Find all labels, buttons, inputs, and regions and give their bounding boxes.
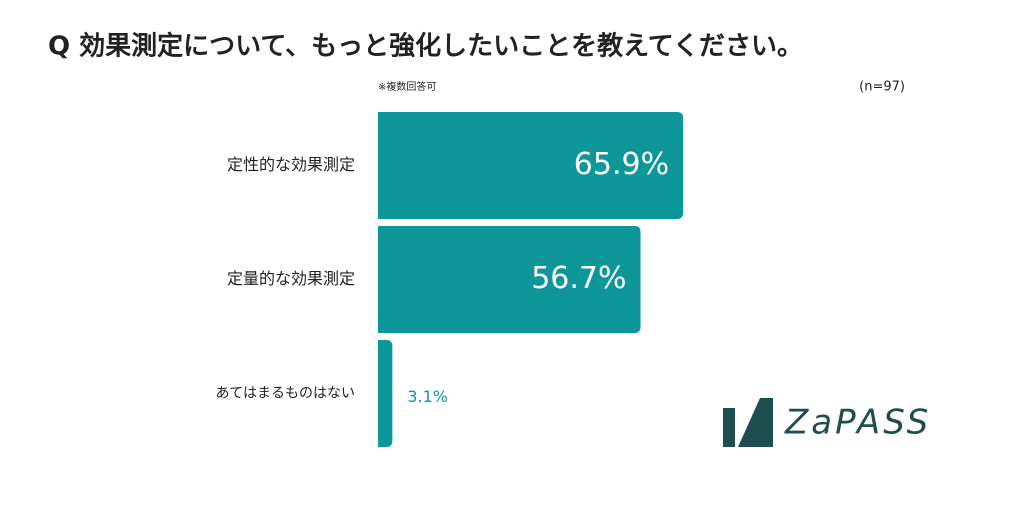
logo-mark — [723, 408, 735, 447]
logo: ZaPASS — [723, 398, 931, 447]
bar — [378, 112, 684, 219]
logo-mark — [738, 398, 773, 447]
logo-text: ZaPASS — [784, 403, 931, 443]
note: ※複数回答可 — [378, 80, 436, 93]
sample-size: (n=97) — [859, 80, 905, 95]
bar — [378, 226, 641, 333]
value-label: 3.1% — [407, 387, 448, 406]
value-label: 65.9% — [574, 147, 669, 182]
category-label: 定性的な効果測定 — [227, 155, 355, 174]
value-label: 56.7% — [531, 261, 626, 296]
category-label: 定量的な効果測定 — [227, 269, 355, 288]
bar — [378, 340, 393, 447]
category-label: あてはまるものはない — [216, 386, 355, 402]
chart-title: Q 効果測定について、もっと強化したいことを教えてください。 — [48, 31, 803, 62]
